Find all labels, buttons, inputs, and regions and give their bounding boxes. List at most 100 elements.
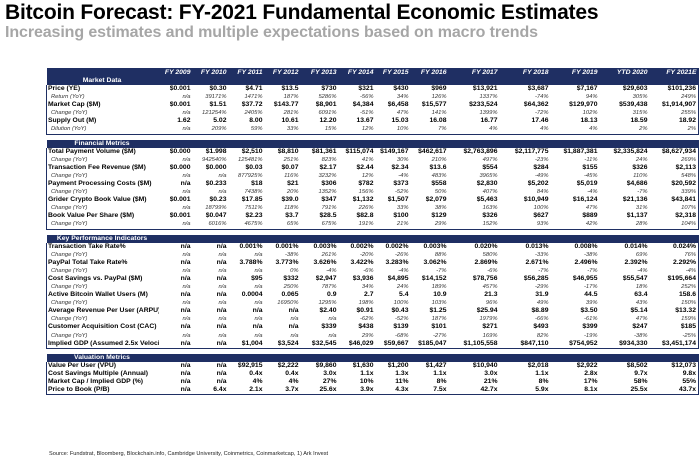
- table-cell: $0.000: [169, 163, 191, 171]
- row-label: PayPal Total Take Rate%: [46, 258, 159, 267]
- table-row: Active Bitcoin Wallet Users (M) n/a n/a 0.0…: [46, 291, 699, 300]
- table-cell: -4%: [398, 172, 409, 179]
- table-cell: 33%: [264, 125, 301, 135]
- table-cell: n/a: [180, 291, 191, 299]
- table-cell: $17.85: [241, 196, 263, 204]
- table-cell: 0.0004: [241, 291, 263, 299]
- table-cell: 0.003%: [313, 242, 337, 250]
- table-cell: n/a: [182, 332, 191, 339]
- table-cell: 5286%: [318, 94, 337, 101]
- table-cell: 2.671%: [525, 258, 549, 266]
- row-label: Change (YoY): [46, 171, 159, 180]
- table-cell: 55%: [649, 377, 699, 386]
- table-cell: 118%: [284, 205, 299, 212]
- table-cell: -17%: [583, 283, 598, 290]
- table-cell: $21,136: [622, 196, 648, 204]
- table-cell: $155: [582, 163, 598, 171]
- table-cell: n/a: [180, 179, 191, 187]
- table-cell: 29%: [410, 220, 449, 230]
- table-cell: $0.233: [205, 179, 227, 187]
- year-header-11: YTD 2020: [599, 68, 650, 77]
- table-cell: $0.03: [245, 163, 263, 171]
- table-cell: $1.51: [209, 101, 227, 109]
- row-label: Average Revenue Per User (ARPU): [46, 307, 159, 316]
- table-cell: 9.7x: [634, 369, 648, 377]
- table-cell: -29%: [534, 283, 549, 290]
- table-cell: 1352%: [318, 189, 337, 196]
- table-cell: n/a: [218, 251, 227, 258]
- table-cell: 11%: [395, 377, 409, 385]
- table-row: Transaction Take Rate% n/a n/a 0.001% 0.001%…: [46, 242, 699, 251]
- table-cell: 10%: [359, 377, 374, 385]
- table-cell: 210%: [431, 156, 447, 163]
- row-label: Market Cap / Implied GDP (%): [46, 377, 159, 386]
- table-cell: -4%: [398, 267, 409, 274]
- table-cell: 7%: [410, 125, 449, 135]
- row-label: Supply Out (M): [46, 117, 159, 126]
- table-cell: $143.77: [273, 101, 299, 109]
- section-header-fill: [158, 139, 699, 148]
- table-cell: 39%: [585, 300, 598, 307]
- forecast-table: FY 2009 FY 2010 FY 2011 FY 2012 FY 2013 FY 20…: [46, 68, 699, 396]
- table-cell: $37.72: [241, 101, 263, 109]
- table-cell: 150%: [649, 299, 699, 308]
- table-cell: $129,970: [569, 101, 598, 109]
- section-title: Valuation Metrics: [46, 353, 159, 362]
- table-row: Change (YoY) n/a n/a n/a n/a n/a 29% -68% -27% 16…: [46, 331, 699, 340]
- table-cell: n/a: [290, 316, 299, 323]
- table-cell: $8.89: [531, 307, 549, 315]
- table-cell: 16.08: [429, 117, 447, 125]
- table-cell: $0.000: [205, 163, 227, 171]
- table-cell: 33%: [396, 205, 409, 212]
- table-cell: 6091%: [318, 110, 337, 117]
- table-cell: $847,110: [499, 339, 551, 349]
- table-cell: 3.062%: [423, 258, 447, 266]
- table-cell: 69%: [635, 251, 648, 258]
- table-cell: 315%: [632, 110, 648, 117]
- table-cell: $139: [393, 323, 409, 331]
- table-cell: n/a: [218, 300, 227, 307]
- table-cell: 10%: [375, 125, 411, 135]
- year-header-4: FY 2013: [300, 68, 339, 77]
- table-cell: 100%: [533, 205, 549, 212]
- table-cell: 12%: [338, 125, 376, 135]
- table-row: Market Cap ($M) $0.001 $1.51 $37.72 $143.77 $…: [46, 101, 699, 110]
- row-label: Return (YoY): [46, 93, 159, 102]
- section-title: Key Performance Indicators: [46, 234, 159, 243]
- table-cell: 5.4: [399, 291, 409, 299]
- table-row: Book Value Per Share ($M) $0.001 $0.047 $2.…: [46, 212, 699, 221]
- table-cell: $558: [431, 179, 447, 187]
- table-cell: $8,627,934: [649, 147, 699, 156]
- table-cell: $3,687: [527, 85, 549, 92]
- table-cell: 27%: [322, 377, 337, 385]
- table-cell: $2.44: [356, 163, 374, 171]
- table-cell: 21.3: [484, 291, 498, 299]
- table-cell: -38%: [633, 332, 648, 339]
- table-row: Cost Savings vs. PayPal ($M) n/a n/a $95 $33…: [46, 274, 699, 283]
- table-row: Price to Book (P/B) n/a 6.4x 2.1x 3.7x 25.6x 3…: [46, 386, 699, 396]
- table-cell: 125481%: [238, 156, 263, 163]
- table-cell: -7%: [637, 189, 648, 196]
- table-cell: 38%: [434, 205, 447, 212]
- row-label: Change (YoY): [46, 282, 159, 292]
- table-cell: n/a: [182, 267, 191, 274]
- table-cell: 13.67: [356, 117, 374, 125]
- table-cell: $59,667: [375, 339, 411, 349]
- table-cell: $730: [321, 85, 337, 92]
- section-header-row: Market Data: [46, 77, 699, 85]
- table-cell: -20%: [359, 251, 374, 258]
- table-cell: 15.03: [391, 117, 409, 125]
- table-cell: 4675%: [228, 220, 265, 230]
- table-cell: 25.6x: [300, 386, 339, 396]
- table-cell: $129: [431, 212, 447, 220]
- table-cell: 24%: [396, 283, 409, 290]
- row-label: Implied GDP (Assumed 2.5x Velocity): [46, 339, 159, 349]
- table-cell: n/a: [180, 361, 191, 369]
- table-row: PayPal Total Take Rate% n/a n/a 3.788% 3.773…: [46, 258, 699, 267]
- table-cell: $8,810: [277, 147, 299, 155]
- row-label: Dilution (YoY): [46, 125, 159, 135]
- table-cell: 102%: [582, 110, 598, 117]
- table-cell: n/a: [218, 283, 227, 290]
- table-cell: n/a: [216, 258, 227, 266]
- table-cell: 10.9: [433, 291, 447, 299]
